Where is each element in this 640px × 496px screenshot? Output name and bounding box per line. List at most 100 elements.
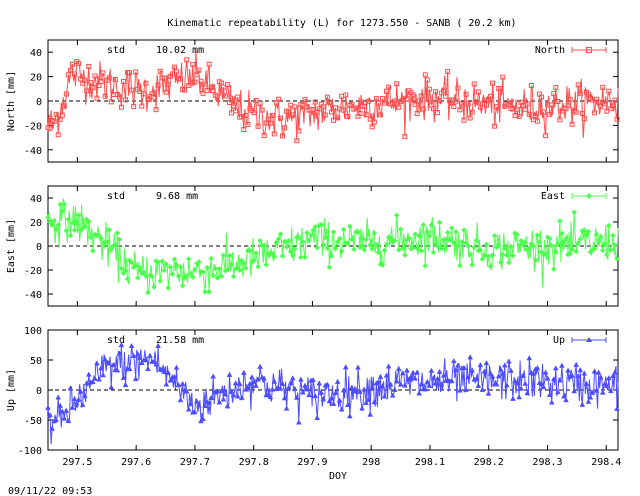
data-point [612,241,618,248]
data-point [344,240,351,246]
data-point [108,99,114,105]
data-point [500,74,506,80]
data-point [595,369,602,375]
data-point [65,216,72,223]
data-point [548,399,555,405]
data-point [453,366,459,372]
data-point [571,209,578,216]
series-markers-up [45,341,620,431]
data-point [128,259,135,266]
data-point [261,375,267,381]
data-point [353,105,359,111]
data-point [414,245,420,252]
footer-timestamp: 09/11/22 09:53 [8,486,92,496]
data-point [455,85,461,91]
y-axis-label: North [mm] [6,71,17,131]
data-point [331,117,337,123]
y-tick-label: 0 [36,97,42,108]
data-point [122,267,129,274]
data-point [418,93,424,99]
data-point [265,391,272,397]
data-point [161,75,167,81]
data-point [234,393,241,399]
data-point [573,361,580,367]
data-point [412,101,418,107]
data-point [610,372,616,379]
data-point [448,225,455,231]
data-point [155,342,161,348]
data-point [391,386,398,392]
data-point [392,98,398,104]
data-point [226,371,233,377]
data-point [72,71,78,77]
data-point [153,107,159,113]
data-point [595,237,602,244]
data-point [371,398,378,405]
data-point [106,75,112,81]
data-point [120,374,127,380]
data-point [406,235,412,242]
data-point [432,380,439,386]
data-point [208,394,214,400]
data-point [87,234,94,241]
data-point [122,97,128,103]
data-point [453,228,459,235]
data-point [69,404,76,410]
data-point [444,229,451,236]
data-point [343,92,349,98]
data-point [357,388,363,394]
data-point [67,232,74,239]
data-point [269,112,275,118]
data-point [204,88,210,94]
y-tick-label: 20 [30,73,42,84]
data-point [202,81,208,87]
data-point [316,380,323,386]
data-point [328,252,335,259]
data-point [599,389,606,395]
data-point [67,385,74,391]
data-point [365,231,372,238]
data-point [251,378,257,384]
data-point [455,362,461,368]
data-point [202,402,208,409]
data-point [397,226,404,233]
data-point [133,69,139,75]
data-point [47,412,53,418]
data-point [218,387,225,394]
data-point [82,77,88,83]
data-point [587,394,594,400]
data-point [386,84,392,90]
data-point [210,373,217,379]
data-point [275,96,281,102]
data-point [349,101,355,107]
data-point [612,97,618,103]
y-tick-label: -20 [24,266,42,277]
data-point [230,392,237,398]
data-point [306,237,312,243]
y-tick-label: 50 [30,356,42,367]
data-point [461,117,467,123]
data-point [167,264,174,271]
data-point [326,397,333,404]
up-panel: 100 50 0 -50 -100 Up [mm] std 21.58 mm Up [6,326,620,457]
data-point [291,385,298,391]
data-point [83,380,90,386]
data-point [508,367,514,373]
data-point [114,230,121,236]
data-point [508,243,514,250]
data-point [169,271,176,278]
data-point [106,360,113,366]
data-point [110,361,117,368]
chart-title: Kinematic repeatability (L) for 1273.550… [167,18,516,29]
data-point [597,374,604,380]
data-point [149,273,155,280]
data-point [375,249,382,256]
data-point [404,96,410,102]
data-point [271,378,278,384]
data-point [314,244,321,251]
legend-marker [586,47,592,53]
data-point [330,229,337,235]
data-point [412,375,418,381]
data-point [534,364,541,371]
